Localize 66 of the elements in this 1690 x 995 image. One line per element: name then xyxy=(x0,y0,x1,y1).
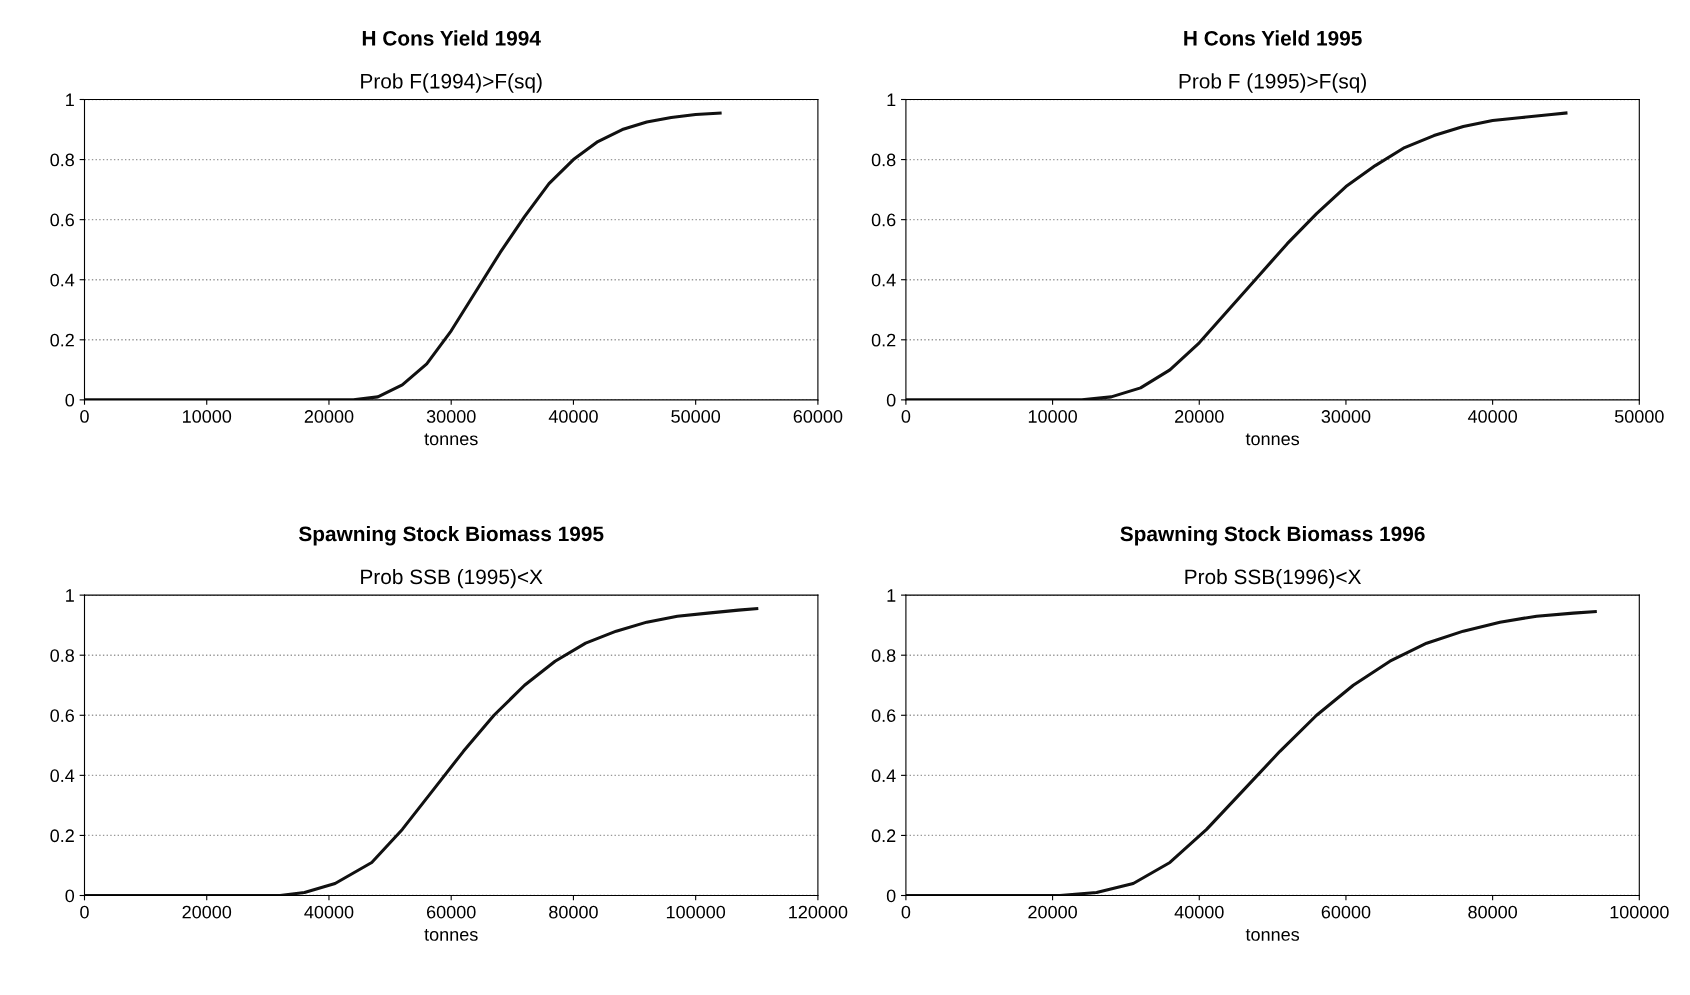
x-tick-label: 40000 xyxy=(548,410,598,423)
y-tick-label: 0.2 xyxy=(50,333,74,347)
x-tick-label: 0 xyxy=(80,905,89,919)
x-tick-label: 40000 xyxy=(1174,905,1224,919)
chart-subtitle: Prob F (1995)>F(sq) xyxy=(1179,73,1366,93)
chart-title: Spawning Stock Biomass 1995 xyxy=(298,525,604,546)
line-series xyxy=(84,607,759,896)
x-tick-label: 0 xyxy=(80,410,89,423)
chart-subtitle: Prob SSB (1995)<X xyxy=(361,568,543,589)
y-tick-label: 0.2 xyxy=(50,829,74,843)
chart-title: H Cons Yield 1994 xyxy=(362,30,541,46)
y-tick-label: 0.6 xyxy=(871,213,896,227)
y-tick-label: 0.6 xyxy=(871,709,896,722)
y-tick-label: 0.8 xyxy=(50,649,74,662)
x-tick-label: 40000 xyxy=(1467,410,1518,423)
x-tick-label: 60000 xyxy=(427,905,476,919)
x-tick-label: 80000 xyxy=(1468,905,1518,919)
x-tick-label: 0 xyxy=(901,410,911,423)
line-series xyxy=(905,111,1568,400)
y-tick-label: 0.8 xyxy=(871,649,896,662)
y-tick-label: 0.8 xyxy=(50,153,74,167)
line-series xyxy=(905,610,1597,896)
x-tick-label: 50000 xyxy=(671,410,721,423)
x-tick-label: 10000 xyxy=(183,410,232,423)
chart-title: H Cons Yield 1995 xyxy=(1184,30,1362,46)
x-tick-label: 80000 xyxy=(549,905,598,919)
x-tick-label: 0 xyxy=(901,905,911,919)
y-tick-label: 1 xyxy=(66,93,74,107)
x-tick-label: 100000 xyxy=(1610,905,1669,919)
x-tick-label: 120000 xyxy=(789,905,848,919)
y-tick-label: 0.2 xyxy=(871,829,896,843)
x-axis-title: tonnes xyxy=(424,433,478,446)
y-tick-label: 0.8 xyxy=(871,153,896,167)
y-tick-label: 0.6 xyxy=(50,709,74,722)
x-tick-label: 60000 xyxy=(793,410,843,423)
y-tick-label: 1 xyxy=(887,589,896,602)
line-series xyxy=(84,111,722,400)
y-tick-label: 1 xyxy=(66,589,74,602)
x-axis-title: tonnes xyxy=(1245,929,1300,941)
x-axis-title: tonnes xyxy=(424,929,478,941)
y-tick-label: 0 xyxy=(886,889,896,903)
y-tick-label: 0.4 xyxy=(50,769,75,783)
x-tick-label: 20000 xyxy=(304,410,354,423)
x-tick-label: 30000 xyxy=(426,410,476,423)
y-tick-label: 0.4 xyxy=(871,769,896,783)
chart-subtitle: Prob F(1994)>F(sq) xyxy=(361,73,542,93)
x-tick-label: 100000 xyxy=(666,905,726,919)
y-tick-label: 1 xyxy=(887,93,896,107)
x-axis-title: tonnes xyxy=(1245,433,1300,446)
y-tick-label: 0 xyxy=(65,889,75,903)
x-tick-label: 10000 xyxy=(1028,410,1077,423)
y-tick-label: 0 xyxy=(65,393,75,407)
y-tick-label: 0.6 xyxy=(50,213,74,227)
x-tick-label: 20000 xyxy=(1175,410,1224,423)
chart-subtitle: Prob SSB(1996)<X xyxy=(1185,568,1362,589)
chart-title: Spawning Stock Biomass 1996 xyxy=(1120,525,1425,546)
y-tick-label: 0.2 xyxy=(871,333,896,347)
x-tick-label: 50000 xyxy=(1614,410,1664,423)
x-tick-label: 20000 xyxy=(1028,905,1077,919)
x-tick-label: 60000 xyxy=(1321,905,1371,919)
x-tick-label: 30000 xyxy=(1321,410,1371,423)
x-tick-label: 20000 xyxy=(182,905,232,919)
y-tick-label: 0.4 xyxy=(871,273,896,287)
x-tick-label: 40000 xyxy=(304,905,354,919)
y-tick-label: 0.4 xyxy=(50,273,75,287)
y-tick-label: 0 xyxy=(886,393,896,407)
